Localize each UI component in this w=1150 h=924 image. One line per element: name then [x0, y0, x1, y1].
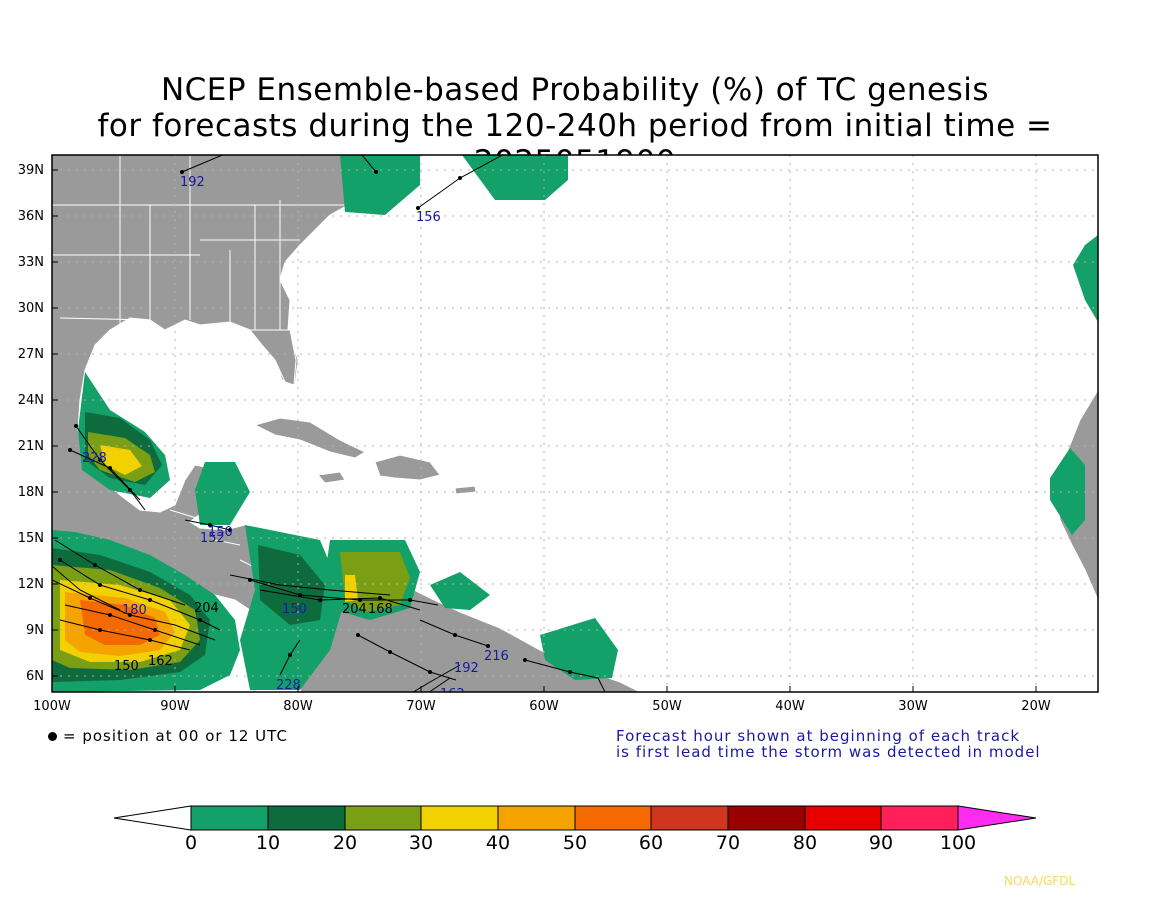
- lat-label: 18N: [17, 485, 44, 500]
- track-label: 156: [416, 210, 441, 225]
- colorbar-swatch: [420, 805, 499, 831]
- cuba-land: [253, 417, 367, 459]
- lat-lon-grid: [52, 155, 1098, 692]
- lat-label: 30N: [17, 301, 44, 316]
- us-state-borders: [52, 155, 350, 330]
- position-dot-icon: [48, 732, 57, 741]
- position-legend-text: = position at 00 or 12 UTC: [63, 727, 288, 745]
- colorbar-label: 100: [939, 832, 977, 854]
- lat-label: 36N: [17, 209, 44, 224]
- colorbar-swatch: [727, 805, 806, 831]
- track-label: 162: [440, 687, 465, 702]
- lat-label: 39N: [17, 163, 44, 178]
- lat-label: 24N: [17, 393, 44, 408]
- track-hour-labels: 192 156 228 216 192 162 150 152 204 204 …: [82, 175, 509, 702]
- genesis-probability-shading: [52, 155, 1098, 692]
- credit-text: NOAA/GFDL: [1004, 874, 1076, 888]
- map-title-line1: NCEP Ensemble-based Probability (%) of T…: [160, 72, 990, 108]
- track-label: 192: [180, 175, 205, 190]
- track-label: 180: [122, 603, 147, 618]
- lat-label: 6N: [26, 669, 44, 684]
- colorbar-label: 20: [332, 832, 358, 854]
- lat-label: 33N: [17, 255, 44, 270]
- colorbar-label: 30: [408, 832, 434, 854]
- track-label: 150: [114, 659, 139, 674]
- track-label: 162: [148, 654, 173, 669]
- track-label: 204: [342, 602, 367, 617]
- forecast-note-line2: is first lead time the storm was detecte…: [616, 743, 1041, 761]
- north-america-land: [52, 155, 371, 631]
- colorbar-label: 90: [868, 832, 894, 854]
- colorbar-swatch: [190, 805, 269, 831]
- lon-label: 70W: [406, 699, 436, 714]
- track-label: 192: [454, 661, 479, 676]
- colorbar-swatch: [344, 805, 422, 831]
- lon-label: 90W: [160, 699, 190, 714]
- track-label: 204: [194, 601, 219, 616]
- colorbar-swatch: [804, 805, 882, 831]
- jamaica-land: [317, 471, 346, 484]
- track-label: 152: [200, 531, 225, 546]
- hispaniola-land: [374, 454, 441, 481]
- forecast-note-line1: Forecast hour shown at beginning of each…: [616, 727, 1021, 745]
- track-label: 168: [368, 602, 393, 617]
- colorbar: [113, 805, 1037, 831]
- colorbar-label: 60: [638, 832, 664, 854]
- storm-tracks: [52, 155, 606, 692]
- colorbar-swatch: [574, 805, 652, 831]
- colorbar-label: 40: [485, 832, 511, 854]
- lon-label: 100W: [33, 699, 71, 714]
- position-legend: = position at 00 or 12 UTC: [48, 727, 288, 745]
- lat-label: 12N: [17, 577, 44, 592]
- track-label: 150: [208, 525, 233, 540]
- lon-label: 80W: [283, 699, 313, 714]
- lon-label: 50W: [652, 699, 682, 714]
- puerto-rico-land: [454, 485, 477, 495]
- track-label: 150: [282, 602, 307, 617]
- lat-label: 9N: [26, 623, 44, 638]
- florida-land: [248, 329, 297, 386]
- colorbar-label: 10: [255, 832, 281, 854]
- lat-label: 21N: [17, 439, 44, 454]
- colorbar-swatch: [497, 805, 576, 831]
- lat-label: 15N: [17, 531, 44, 546]
- track-label: 216: [484, 649, 509, 664]
- axis-ticks: [52, 169, 1037, 692]
- colorbar-label: 0: [184, 832, 198, 854]
- colorbar-swatch: [880, 805, 959, 831]
- lon-label: 30W: [898, 699, 928, 714]
- colorbar-label: 80: [792, 832, 818, 854]
- map-title-line2: for forecasts during the 120-240h period…: [97, 108, 1053, 180]
- lon-label: 40W: [775, 699, 805, 714]
- lon-label: 20W: [1021, 699, 1051, 714]
- track-position-dots: [58, 170, 572, 674]
- colorbar-below-arrow: [113, 805, 192, 831]
- track-label: 228: [276, 678, 301, 693]
- lon-label: 60W: [529, 699, 559, 714]
- colorbar-label: 50: [562, 832, 588, 854]
- lat-label: 27N: [17, 347, 44, 362]
- colorbar-above-arrow: [957, 805, 1037, 831]
- colorbar-label: 70: [715, 832, 741, 854]
- colorbar-swatch: [267, 805, 346, 831]
- colorbar-swatch: [650, 805, 729, 831]
- track-label: 228: [82, 451, 107, 466]
- map-frame: [51, 154, 1099, 693]
